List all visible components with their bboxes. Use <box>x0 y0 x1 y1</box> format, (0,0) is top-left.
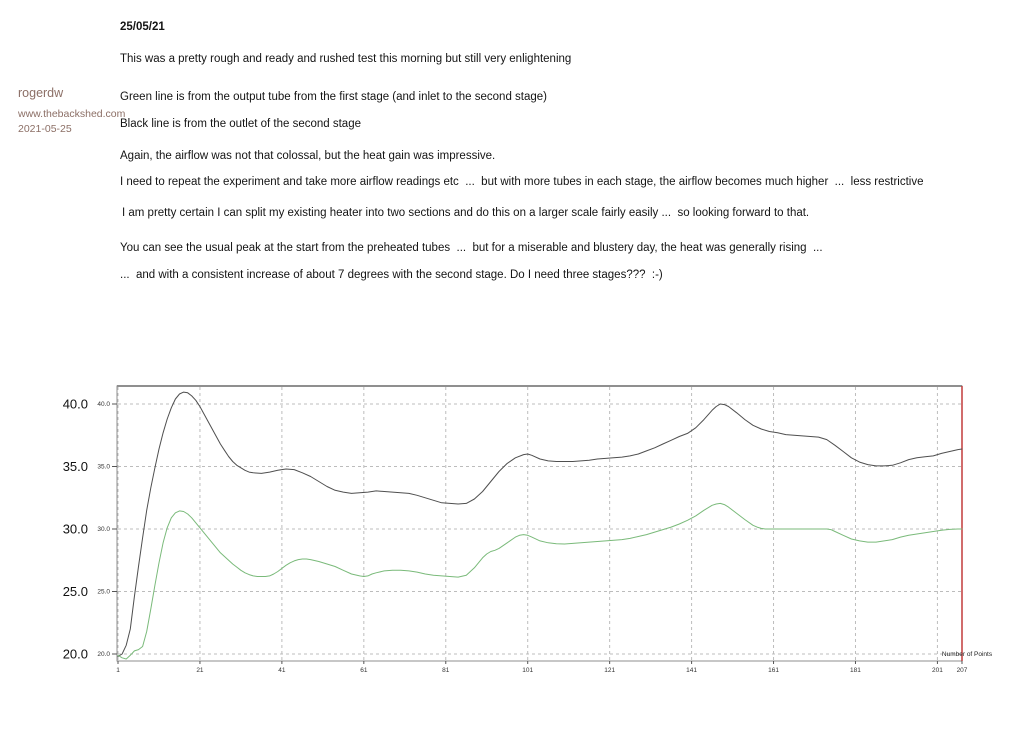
x-tick-label: 121 <box>604 667 615 674</box>
y-axis-outer-label: 40.0 <box>63 397 88 412</box>
y-axis-outer-label: 30.0 <box>63 522 88 537</box>
author-post-date: 2021-05-25 <box>18 122 72 135</box>
y-axis-outer-label: 35.0 <box>63 459 88 474</box>
x-tick-label: 141 <box>686 667 697 674</box>
x-tick-label: 161 <box>768 667 779 674</box>
x-tick-label: 181 <box>850 667 861 674</box>
y-axis-outer-label: 20.0 <box>63 647 88 662</box>
series-line-black <box>117 391 963 657</box>
post-paragraph: Green line is from the output tube from … <box>120 91 548 103</box>
post-paragraph: This was a pretty rough and ready and ru… <box>120 53 572 65</box>
post-paragraph: I am pretty certain I can split my exist… <box>122 207 810 219</box>
x-tick-label: 61 <box>360 667 368 674</box>
post-paragraph: Again, the airflow was not that colossal… <box>120 150 496 162</box>
x-tick-label: 81 <box>442 667 450 674</box>
x-tick-label: 101 <box>522 667 533 674</box>
author-website-link[interactable]: www.thebackshed.com <box>18 107 126 120</box>
x-tick-label: 207 <box>957 667 968 674</box>
post-paragraph: I need to repeat the experiment and take… <box>120 176 924 188</box>
post-paragraph: ... and with a consistent increase of ab… <box>120 269 663 281</box>
temperature-chart: 20.0 20.0 25.0 25.0 30.0 30.0 35.0 35.0 40.0 40.0… <box>0 378 1024 688</box>
x-axis-title: Number of Points <box>942 651 993 658</box>
x-tick-label: 201 <box>932 667 943 674</box>
x-tick-label: 21 <box>196 667 204 674</box>
temperature-chart-svg: 20.0 20.0 25.0 25.0 30.0 30.0 35.0 35.0 40.0 40.0… <box>63 385 993 674</box>
x-tick-label: 41 <box>278 667 286 674</box>
y-tick-label: 30.0 <box>97 526 110 533</box>
y-tick-label: 25.0 <box>97 589 110 596</box>
plot-border <box>116 385 963 662</box>
post-paragraph: Black line is from the outlet of the sec… <box>120 118 361 130</box>
y-tick-label: 40.0 <box>97 401 110 408</box>
x-tick-label: 1 <box>116 667 120 674</box>
y-tick-label: 35.0 <box>97 464 110 471</box>
author-username[interactable]: rogerdw <box>18 86 64 100</box>
y-tick-label: 20.0 <box>97 651 110 658</box>
author-info-block: rogerdw www.thebackshed.com 2021-05-25 <box>18 86 125 136</box>
post-paragraph: You can see the usual peak at the start … <box>120 242 823 254</box>
post-date-heading: 25/05/21 <box>120 21 165 33</box>
y-axis-outer-label: 25.0 <box>63 584 88 599</box>
series-line-green <box>117 502 963 660</box>
